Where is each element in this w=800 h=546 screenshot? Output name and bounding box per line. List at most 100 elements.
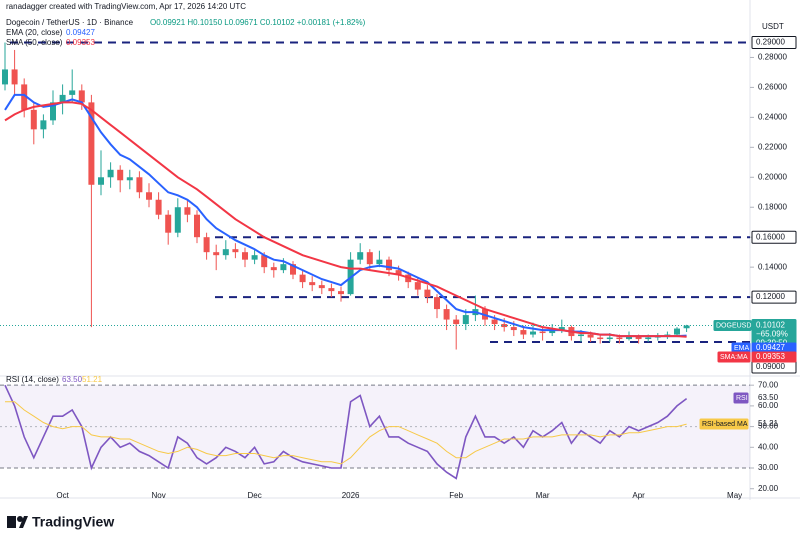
candle-body	[40, 120, 47, 130]
candle-body	[635, 336, 642, 340]
candle-body	[318, 285, 325, 289]
indicator-line	[5, 401, 687, 465]
y-tick-label: 0.24000	[758, 112, 787, 121]
candle-body	[146, 192, 152, 200]
price-label-box	[713, 320, 752, 332]
candle-body	[261, 255, 268, 268]
x-tick-label: 2026	[342, 491, 360, 500]
candle-body	[510, 327, 517, 331]
y-tick-label: 70.00	[758, 380, 779, 389]
price-label-box	[751, 290, 797, 304]
y-tick-label: 0.14000	[758, 262, 787, 271]
candle-body	[251, 255, 258, 260]
candle-body	[491, 319, 498, 325]
candle-body	[270, 267, 277, 271]
candle-body	[203, 237, 210, 253]
candle-body	[539, 331, 546, 334]
symbol-title: Dogecoin / TetherUS · 1D · Binance	[6, 18, 134, 27]
candle-body	[434, 297, 440, 310]
y-tick-label: 60.00	[758, 401, 779, 410]
logo: TradingView	[7, 514, 114, 530]
indicator-value: 51.21	[758, 419, 779, 428]
logo-mark	[17, 516, 23, 522]
indicator-legend-value: 0.09353	[66, 38, 95, 47]
y-tick-label: 30.00	[758, 463, 779, 472]
candle-body	[21, 84, 28, 110]
level-label: 0.16000	[756, 232, 785, 241]
change-label: −65.09%	[756, 330, 788, 339]
indicator-line	[4, 384, 688, 480]
candle-body	[107, 169, 114, 178]
candle-body	[328, 288, 335, 292]
candle-body	[11, 69, 18, 85]
logo-mark	[19, 516, 28, 528]
candle-body	[366, 252, 373, 265]
candle-body	[242, 252, 248, 260]
y-tick-label: 40.00	[758, 442, 779, 451]
price-label-box	[733, 392, 749, 404]
candle-body	[462, 315, 469, 325]
candle-body	[357, 252, 364, 260]
rsi-legend: RSI (14, close)	[6, 375, 59, 384]
x-tick-label: Dec	[247, 491, 261, 500]
indicator-value: 0.09353	[756, 352, 785, 361]
candle-body	[309, 282, 316, 286]
y-tick-label: 0.20000	[758, 172, 787, 181]
candle-body	[78, 90, 85, 103]
x-tick-label: Mar	[536, 491, 550, 500]
brand: TradingView	[32, 514, 114, 530]
candle-body	[549, 330, 556, 334]
rsi-legend-value: 63.50	[62, 375, 83, 384]
level-label: 0.29000	[756, 38, 785, 47]
candle-body	[395, 270, 402, 275]
candle-body	[520, 330, 527, 335]
candle-body	[386, 259, 392, 271]
ticker-label: DOGEUSDT	[716, 322, 756, 329]
candle-body	[280, 264, 287, 271]
candle-body	[155, 199, 162, 215]
x-tick-label: Nov	[151, 491, 165, 500]
indicator-line	[4, 101, 687, 338]
price-label-box	[751, 35, 797, 49]
candle-body	[587, 334, 594, 338]
last-price-label: 0.10102	[756, 321, 785, 330]
candle-body	[290, 264, 296, 275]
y-tick-label: 0.22000	[758, 142, 787, 151]
x-tick-label: Apr	[632, 491, 645, 500]
candle-body	[645, 337, 652, 340]
indicator-legend-value: 0.09427	[66, 28, 95, 37]
candle-body	[117, 169, 124, 181]
indicator-tag: RSI-based MA	[702, 421, 748, 428]
candle-body	[136, 177, 143, 193]
candle-body	[59, 94, 66, 103]
indicator-tag: SMA:MA	[720, 354, 748, 361]
indicator-tag: RSI	[736, 395, 748, 402]
currency: USDT	[762, 22, 784, 31]
candle-body	[126, 177, 133, 181]
candle-body	[443, 309, 450, 320]
price-label-box	[717, 351, 751, 363]
candle-body	[69, 90, 76, 95]
candle-body	[194, 214, 200, 238]
candle-body	[414, 282, 421, 290]
candle-body	[597, 337, 604, 340]
logo-mark	[7, 516, 16, 528]
candle-body	[50, 102, 56, 121]
candle-body	[674, 328, 680, 335]
candle-body	[338, 291, 344, 295]
price-label-box	[751, 351, 797, 363]
candle-body	[88, 102, 95, 185]
candle-body	[578, 334, 584, 337]
candle-body	[2, 69, 8, 85]
y-tick-label: 50.00	[758, 422, 779, 431]
candle-body	[98, 177, 104, 185]
y-tick-label: 20.00	[758, 484, 779, 493]
indicator-legend: EMA (20, close)	[6, 28, 63, 37]
candle-body	[174, 207, 181, 233]
credit: ranadagger created with TradingView.com,…	[6, 2, 246, 11]
x-tick-label: Oct	[56, 491, 69, 500]
price-label-box	[699, 418, 749, 430]
price-label-box	[751, 230, 797, 244]
candle-body	[558, 327, 565, 331]
